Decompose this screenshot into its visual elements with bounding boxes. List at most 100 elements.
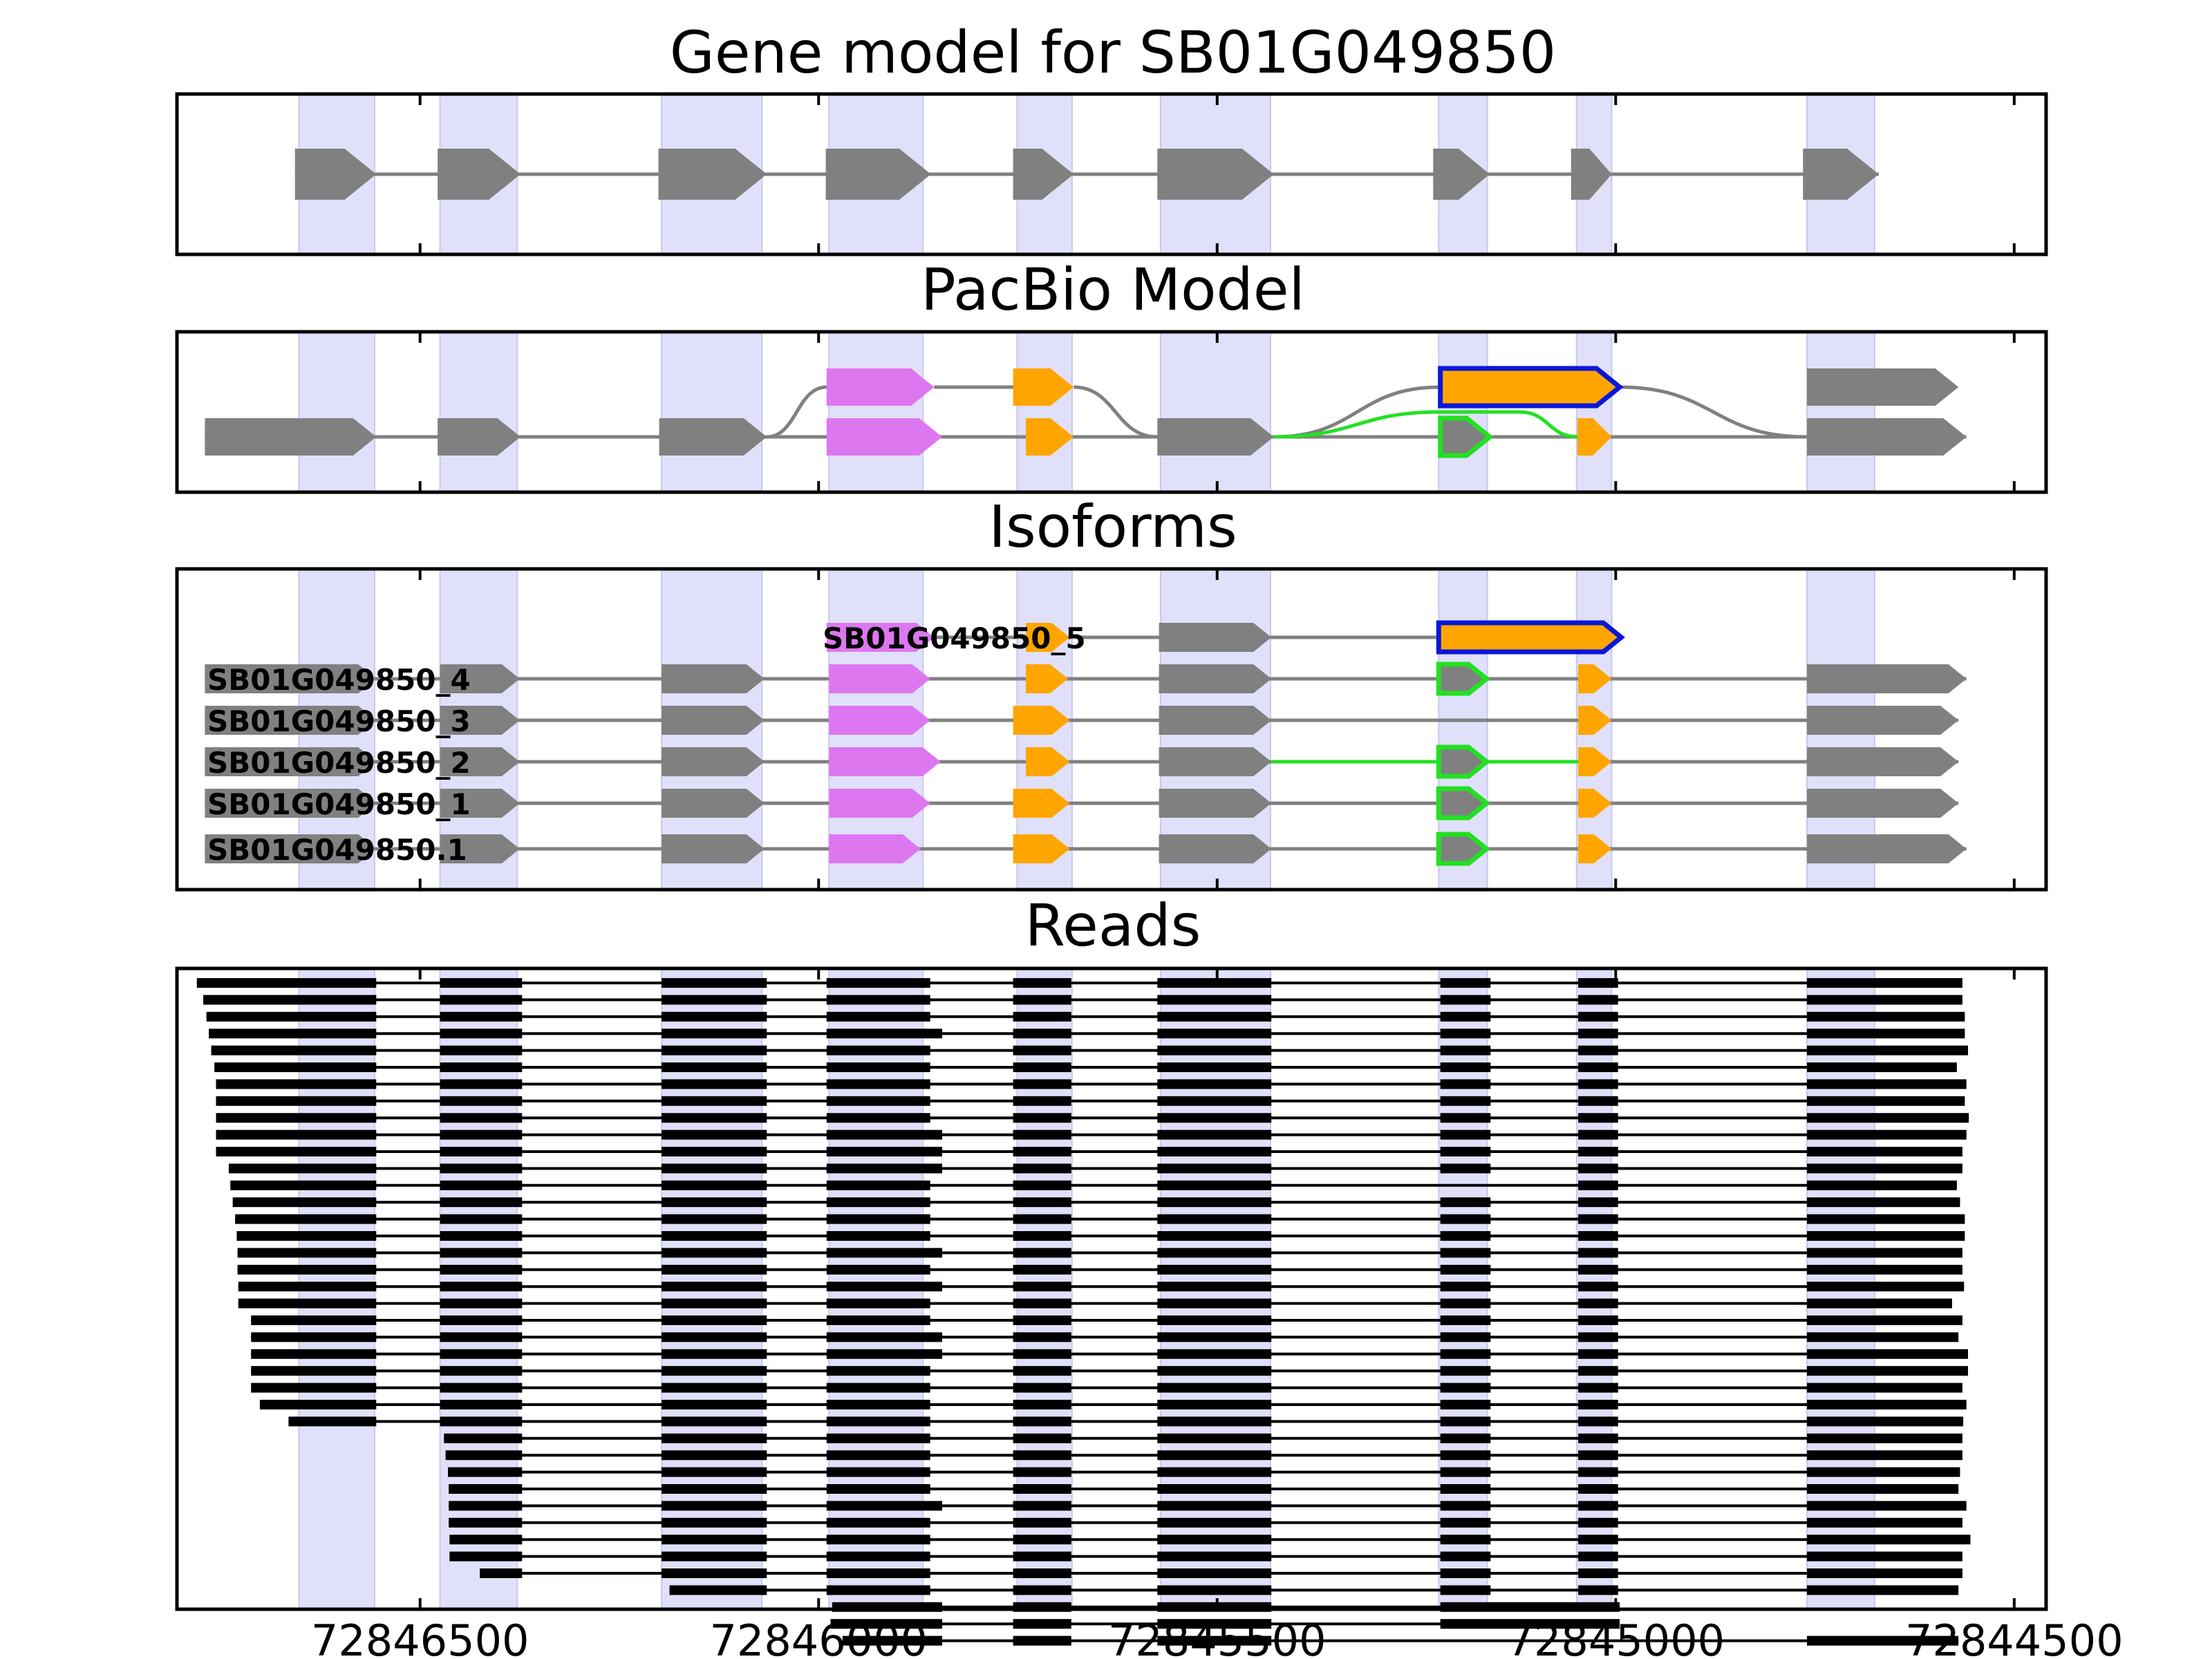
read-block <box>440 1113 523 1123</box>
exon-arrow <box>1436 744 1491 779</box>
read-block <box>1013 1635 1071 1646</box>
read-block <box>1440 1298 1491 1309</box>
read-block <box>1578 1096 1618 1106</box>
read-block <box>826 1079 930 1089</box>
read-block <box>662 1113 767 1123</box>
splice-curve <box>1074 385 1158 439</box>
exon-arrow <box>1438 366 1624 409</box>
read-block <box>251 1332 377 1342</box>
read-block <box>1157 1315 1272 1325</box>
read-block <box>1157 1264 1272 1275</box>
read-block <box>826 1180 930 1190</box>
read-block <box>444 1433 523 1443</box>
read-block <box>662 1298 767 1309</box>
read-block <box>662 1079 767 1089</box>
read-block <box>1807 1585 1959 1595</box>
exon-arrow <box>826 418 942 456</box>
read-block <box>440 1349 523 1359</box>
panel-title-pacbio-model: PacBio Model <box>921 256 1305 324</box>
read-block <box>211 1045 377 1056</box>
read-block <box>662 1282 767 1292</box>
read-block <box>1013 1147 1071 1156</box>
exon-arrow <box>662 834 765 863</box>
exon-arrow <box>438 149 521 200</box>
read-block <box>662 978 767 988</box>
read-block <box>449 1501 523 1511</box>
exon-arrow <box>205 706 377 735</box>
exon-arrow <box>440 664 520 693</box>
read-block <box>826 1130 942 1140</box>
x-tick-label: 72844500 <box>1905 1615 2124 1659</box>
read-block <box>826 1163 942 1174</box>
read-block <box>1578 1467 1618 1477</box>
read-block <box>1807 1029 1965 1039</box>
read-block <box>1807 1450 1962 1461</box>
read-block <box>826 1011 930 1022</box>
highlight-band <box>1806 331 1876 493</box>
read-block <box>1807 1163 1962 1174</box>
read-block <box>1578 1029 1618 1039</box>
read-block <box>662 1096 767 1106</box>
exon-arrow <box>294 149 377 200</box>
read-block <box>1578 1113 1618 1123</box>
highlight-band <box>661 331 763 493</box>
read-block <box>1440 1416 1491 1427</box>
read-block <box>1578 1264 1618 1275</box>
read-block <box>1440 1366 1491 1376</box>
exon-arrow <box>1159 789 1272 818</box>
exon-arrow <box>1578 706 1612 735</box>
read-block <box>1807 1096 1965 1106</box>
read-block <box>1440 1045 1491 1056</box>
read-block <box>1440 1568 1491 1578</box>
read-block <box>1807 1062 1957 1072</box>
exon-arrow <box>1159 664 1272 693</box>
read-block <box>1578 995 1618 1005</box>
exon-arrow <box>438 418 521 456</box>
read-block <box>216 1113 377 1123</box>
read-block <box>1157 1163 1272 1174</box>
read-block <box>1157 1029 1272 1039</box>
read-block <box>235 1214 377 1224</box>
read-block <box>662 1029 767 1039</box>
read-block <box>1157 1535 1272 1545</box>
read-block <box>662 1382 767 1393</box>
read-block <box>826 1450 930 1461</box>
read-block <box>1807 1517 1962 1528</box>
read-block <box>1578 1349 1618 1359</box>
read-block <box>1157 1214 1272 1224</box>
read-block <box>1013 1231 1071 1241</box>
exon-arrow <box>1807 368 1959 406</box>
read-block <box>1807 1535 1971 1545</box>
read-block <box>1157 1349 1272 1359</box>
read-block <box>826 1416 930 1427</box>
exon-arrow <box>440 789 520 818</box>
read-block <box>440 978 523 988</box>
read-block <box>662 1332 767 1342</box>
isoform-label: SB01G049850.1 <box>207 833 467 867</box>
read-block <box>440 1147 523 1156</box>
read-block <box>1013 1332 1071 1342</box>
read-block <box>1013 1282 1071 1292</box>
read-block <box>440 1315 523 1325</box>
read-block <box>662 1231 767 1241</box>
read-block <box>1013 978 1071 988</box>
read-block <box>1440 1264 1491 1275</box>
read-block <box>232 1197 377 1208</box>
read-block <box>449 1535 523 1545</box>
read-block <box>1578 1180 1618 1190</box>
read-block <box>259 1400 377 1409</box>
read-block <box>440 1011 523 1022</box>
exon-arrow <box>1807 747 1959 776</box>
exon-arrow <box>662 664 765 693</box>
read-block <box>440 1382 523 1393</box>
highlight-band <box>439 331 518 493</box>
read-block <box>1013 1517 1071 1528</box>
exon-arrow <box>1013 834 1070 863</box>
x-tick-label: 72845500 <box>1108 1615 1327 1659</box>
read-block <box>440 995 523 1005</box>
read-block <box>1807 1635 1959 1646</box>
read-block <box>203 995 377 1005</box>
exon-arrow <box>1159 706 1272 735</box>
exon-arrow <box>1159 747 1272 776</box>
read-block <box>1157 995 1272 1005</box>
